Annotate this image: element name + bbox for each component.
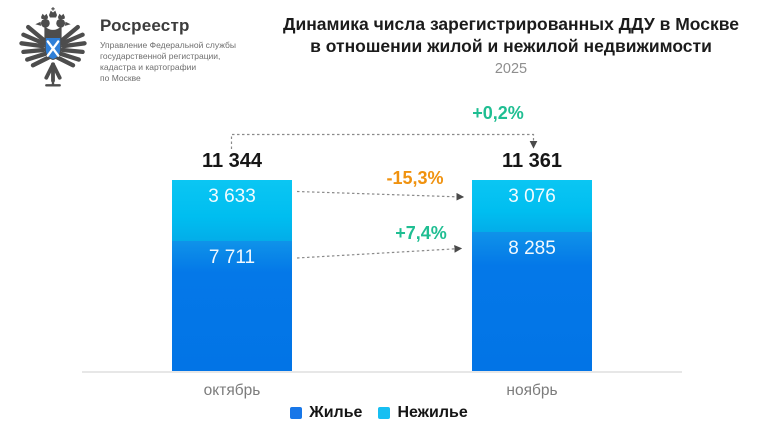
category-october: октябрь xyxy=(203,382,261,399)
bar-november-nonresidential-segment: 3 076 xyxy=(472,180,592,232)
bar-october-nonresidential-segment: 3 633 xyxy=(172,180,292,242)
bar-november-residential-segment: 8 285 xyxy=(472,232,592,372)
title-line-1: Динамика числа зарегистрированных ДДУ в … xyxy=(283,14,739,34)
legend-item-residential: Жилье xyxy=(290,404,362,422)
legend-nonresidential-label: Нежилье xyxy=(397,404,468,421)
residential-swatch-icon xyxy=(290,407,303,419)
logo-department: Управление Федеральной службы государств… xyxy=(100,40,236,83)
legend-residential-label: Жилье xyxy=(309,404,363,421)
logo-text-block: Росреестр Управление Федеральной службы … xyxy=(100,7,260,93)
bar-november-residential-value: 8 285 xyxy=(508,238,556,259)
bar-october-residential-segment: 7 711 xyxy=(172,241,292,372)
year-subtitle: 2025 xyxy=(494,61,528,77)
total-october: 11 344 xyxy=(201,150,263,172)
nonresidential-swatch-icon xyxy=(378,407,391,419)
nonresidential-change-label: -15,3% xyxy=(386,168,444,188)
logo-org-name: Росреестр xyxy=(100,16,190,35)
rosreestr-logo: Росреестр Управление Федеральной службы … xyxy=(16,7,260,93)
nonresidential-change-arrow xyxy=(296,190,465,201)
category-november: ноябрь xyxy=(506,382,558,399)
bar-november: 3 076 8 285 xyxy=(472,180,592,372)
total-change-label: +0,2% xyxy=(472,103,524,123)
residential-change-label: +7,4% xyxy=(395,223,447,243)
residential-change-arrow xyxy=(296,244,463,259)
legend: Жилье Нежилье xyxy=(0,404,758,422)
title-line-2: в отношении жилой и нежилой недвижимости xyxy=(310,36,712,56)
total-change-bracket xyxy=(230,133,538,149)
bar-october: 3 633 7 711 xyxy=(172,180,292,372)
legend-item-nonresidential: Нежилье xyxy=(378,404,468,422)
bar-october-nonresidential-value: 3 633 xyxy=(208,186,256,207)
double-headed-eagle-icon xyxy=(19,7,87,87)
bar-november-nonresidential-value: 3 076 xyxy=(508,186,556,207)
x-axis-line xyxy=(82,371,682,373)
bar-october-residential-value: 7 711 xyxy=(208,247,256,269)
total-november: 11 361 xyxy=(501,150,563,172)
page-title: Динамика числа зарегистрированных ДДУ в … xyxy=(272,13,750,57)
